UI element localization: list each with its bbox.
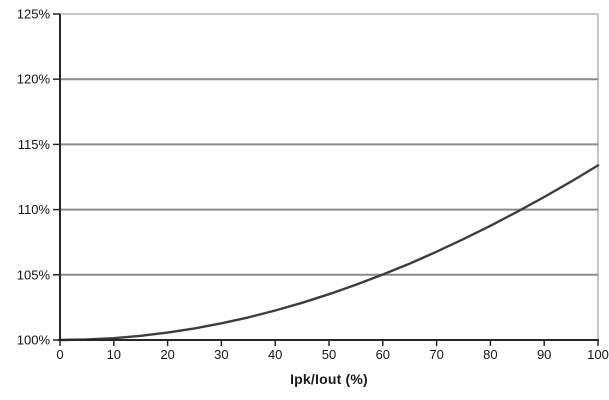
- x-tick-label-100: 100: [587, 347, 609, 362]
- x-tick-label-10: 10: [107, 347, 121, 362]
- y-tick-label-120: 120%: [17, 72, 51, 87]
- y-tick-label-125: 125%: [17, 7, 51, 22]
- x-tick-label-20: 20: [160, 347, 174, 362]
- y-tick-label-110: 110%: [18, 202, 51, 217]
- x-tick-label-50: 50: [322, 347, 336, 362]
- data-series-line: [58, 164, 600, 342]
- y-tick-label-115: 115%: [18, 137, 51, 152]
- x-tick-label-30: 30: [214, 347, 228, 362]
- x-tick-label-60: 60: [376, 347, 390, 362]
- x-tick-label-70: 70: [429, 347, 443, 362]
- x-tick-label-80: 80: [483, 347, 497, 362]
- x-axis-title: Ipk/Iout (%): [290, 371, 368, 387]
- x-tick-label-90: 90: [537, 347, 551, 362]
- y-tick-label-100: 100%: [17, 333, 51, 348]
- x-tick-label-40: 40: [268, 347, 282, 362]
- y-tick-label-105: 105%: [17, 267, 51, 282]
- x-tick-label-0: 0: [56, 347, 63, 362]
